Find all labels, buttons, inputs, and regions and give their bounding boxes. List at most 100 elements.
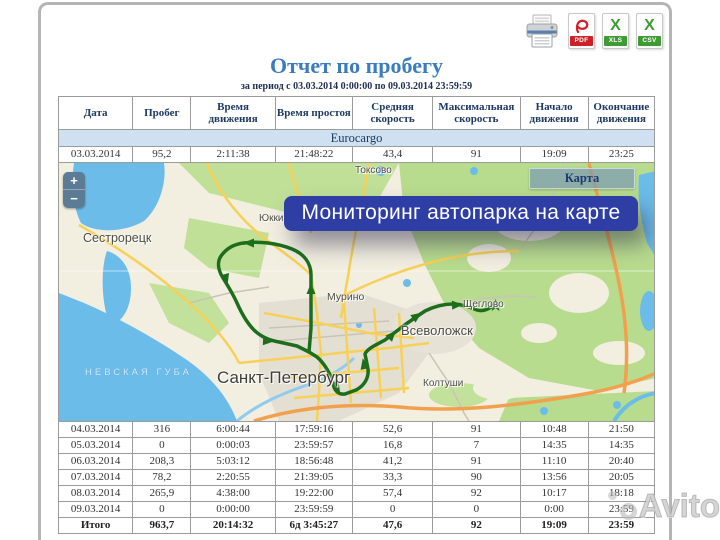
table-row: 09.03.2014 0 0:00:00 23:59:59 0 0 0:00 23:59 — [57, 501, 656, 518]
table-cell: 19:22:00 — [274, 485, 353, 502]
table-cell: 06.03.2014 — [57, 453, 134, 470]
table-cell: 23:59:59 — [274, 501, 353, 518]
col-idle-time: Время простоя — [274, 96, 353, 130]
report-period: за период с 03.03.2014 0:00:00 по 09.03.… — [240, 81, 473, 92]
monitoring-banner: Мониторинг автопарка на карте — [284, 196, 638, 231]
table-cell: 18:56:48 — [274, 453, 353, 470]
printer-glyph — [526, 14, 558, 48]
table-cell: 0 — [132, 437, 192, 454]
table-cell: 6:00:44 — [190, 421, 276, 438]
col-max-speed: Максимальная скорость — [432, 96, 521, 130]
mileage-table-top: Дата Пробег Время движения Время простоя… — [57, 96, 656, 163]
map-zoom-control: + − — [63, 172, 85, 208]
table-cell: 963,7 — [132, 517, 192, 534]
col-avg-speed: Средняя скорость — [351, 96, 434, 130]
table-cell: 20:14:32 — [190, 517, 276, 534]
table-cell: 5:03:12 — [190, 453, 276, 470]
table-cell: 21:48:22 — [274, 146, 353, 163]
table-cell: 20:05 — [587, 469, 656, 486]
export-xls-icon[interactable]: X XLS — [602, 13, 629, 49]
table-cell: 91 — [432, 146, 521, 163]
table-cell: 23:59 — [587, 517, 656, 534]
table-cell: 21:50 — [587, 421, 656, 438]
table-row: 03.03.2014 95,2 2:11:38 21:48:22 43,4 91 19:09… — [57, 146, 656, 163]
col-date: Дата — [57, 96, 134, 130]
rows-total: Итого 963,7 20:14:32 6д 3:45:27 47,6 92 19:09 2… — [57, 517, 656, 534]
table-cell: 13:56 — [519, 469, 589, 486]
map-label-vsevolozhsk: Всеволожск — [401, 323, 473, 338]
table-cell: 208,3 — [132, 453, 192, 470]
route-end-star: ★ — [488, 296, 503, 315]
table-cell: 05.03.2014 — [57, 437, 134, 454]
page-title: Отчет по пробегу — [270, 53, 443, 78]
table-cell: 41,2 — [351, 453, 434, 470]
vehicle-group-row: Eurocargo — [58, 129, 655, 147]
table-cell: 0 — [132, 501, 192, 518]
table-cell: 19:09 — [519, 146, 589, 163]
table-cell: 19:09 — [519, 517, 589, 534]
map-label-scheglovo: Щеглово — [463, 299, 504, 310]
table-cell: 52,6 — [351, 421, 434, 438]
table-cell: 2:20:55 — [190, 469, 276, 486]
table-cell: 0 — [432, 501, 521, 518]
table-cell: 2:11:38 — [190, 146, 276, 163]
map-label-spb: Санкт-Петербург — [217, 368, 351, 387]
table-row: 08.03.2014 265,9 4:38:00 19:22:00 57,4 92 10:1… — [57, 485, 656, 502]
table-cell: 7 — [432, 437, 521, 454]
zoom-in-button[interactable]: + — [63, 172, 85, 190]
table-cell: 10:48 — [519, 421, 589, 438]
table-row: 07.03.2014 78,2 2:20:55 21:39:05 33,3 90 13:56… — [57, 469, 656, 486]
total-row: Итого 963,7 20:14:32 6д 3:45:27 47,6 92 19:09 2… — [57, 517, 656, 534]
table-cell: 20:40 — [587, 453, 656, 470]
table-cell: 0:00 — [519, 501, 589, 518]
map-label-murino: Мурино — [327, 291, 365, 303]
table-cell: 04.03.2014 — [57, 421, 134, 438]
table-cell: 57,4 — [351, 485, 434, 502]
table-cell: 316 — [132, 421, 192, 438]
report-page: PDF X XLS X CSV Отчет по пробегу за пери… — [57, 0, 663, 534]
rows-bottom: 04.03.2014 316 6:00:44 17:59:16 52,6 91 10:48 2… — [57, 421, 656, 518]
table-cell: 08.03.2014 — [57, 485, 134, 502]
map-label-toksovo: Токсово — [355, 165, 392, 176]
print-icon[interactable] — [523, 13, 561, 55]
table-cell: 91 — [432, 453, 521, 470]
col-drive-time: Время движения — [190, 96, 276, 130]
watermark-text: Avito — [638, 487, 720, 525]
table-cell: 6д 3:45:27 — [274, 517, 353, 534]
map-label-sestroretsk: Сестрорецк — [83, 231, 152, 245]
table-row: 04.03.2014 316 6:00:44 17:59:16 52,6 91 10:48 2… — [57, 421, 656, 438]
watermark: Avito — [607, 487, 720, 525]
pdf-swirl-glyph — [575, 19, 589, 34]
zoom-out-button[interactable]: − — [63, 190, 85, 208]
table-cell: 0 — [351, 501, 434, 518]
table-cell: 265,9 — [132, 485, 192, 502]
map-layer-button[interactable]: Карта — [529, 168, 635, 189]
table-cell: 23:59:57 — [274, 437, 353, 454]
table-cell: 0:00:00 — [190, 501, 276, 518]
watermark-logo-icon — [607, 491, 637, 521]
table-cell: 11:10 — [519, 453, 589, 470]
table-cell: Итого — [57, 517, 134, 534]
rows-top: 03.03.2014 95,2 2:11:38 21:48:22 43,4 91 19:09… — [57, 146, 656, 163]
table-cell: 91 — [432, 421, 521, 438]
table-cell: 43,4 — [351, 146, 434, 163]
export-pdf-icon[interactable]: PDF — [568, 13, 595, 49]
fleet-map[interactable]: ★ Сестрорецк Токсово Юкки Мурино Всеволо… — [58, 163, 655, 421]
table-cell: 14:35 — [519, 437, 589, 454]
table-cell: 09.03.2014 — [57, 501, 134, 518]
table-cell: 92 — [432, 517, 521, 534]
table-cell: 21:39:05 — [274, 469, 353, 486]
mileage-table-bottom: 04.03.2014 316 6:00:44 17:59:16 52,6 91 10:48 2… — [57, 421, 656, 534]
table-cell: 10:17 — [519, 485, 589, 502]
table-cell: 07.03.2014 — [57, 469, 134, 486]
table-row: 05.03.2014 0 0:00:03 23:59:57 16,8 7 14:35 14:3… — [57, 437, 656, 454]
table-cell: 4:38:00 — [190, 485, 276, 502]
export-csv-icon[interactable]: X CSV — [636, 13, 663, 49]
table-cell: 16,8 — [351, 437, 434, 454]
map-label-yukki: Юкки — [259, 213, 284, 224]
table-cell: 92 — [432, 485, 521, 502]
table-cell: 78,2 — [132, 469, 192, 486]
col-mileage: Пробег — [132, 96, 192, 130]
xls-label: XLS — [604, 36, 627, 46]
